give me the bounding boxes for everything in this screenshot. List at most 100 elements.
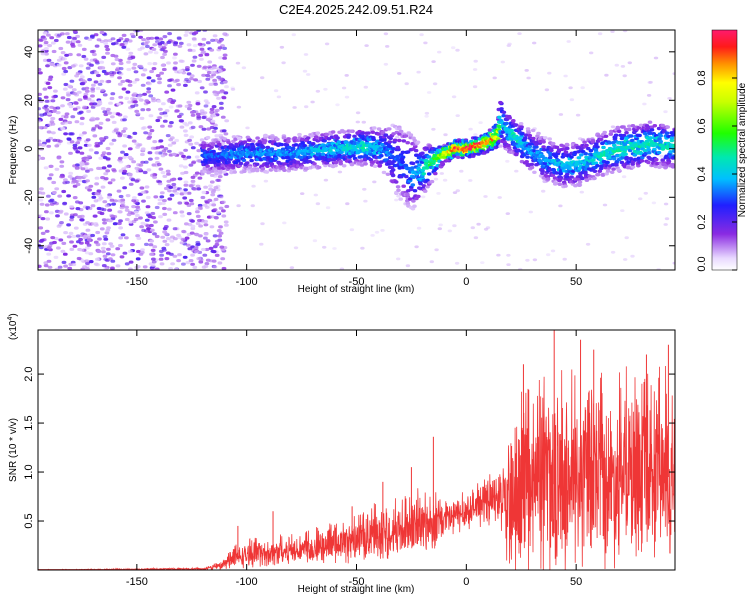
noise-cell	[66, 35, 72, 40]
noise-cell	[111, 138, 117, 142]
noise-cell	[144, 218, 150, 222]
noise-cell	[152, 62, 158, 66]
noise-cell	[77, 175, 83, 180]
ridge-cell	[531, 136, 536, 141]
noise-cell	[121, 167, 127, 171]
noise-cell	[195, 210, 200, 214]
noise-cell	[86, 109, 91, 113]
noise-cell	[105, 51, 110, 55]
noise-cell	[451, 95, 457, 99]
noise-cell	[196, 117, 202, 121]
noise-cell	[61, 241, 67, 245]
noise-cell	[127, 100, 132, 104]
noise-cell	[102, 221, 107, 225]
noise-cell	[116, 189, 122, 193]
ridge-cell	[636, 126, 642, 130]
noise-cell	[140, 108, 146, 112]
noise-cell	[68, 231, 74, 235]
noise-cell	[129, 32, 135, 36]
ridge-cell	[547, 137, 552, 141]
noise-cell	[183, 129, 188, 133]
noise-cell	[120, 233, 126, 237]
noise-cell	[147, 151, 153, 155]
noise-cell	[38, 198, 44, 202]
noise-cell	[195, 240, 201, 245]
ridge-cell	[524, 160, 529, 164]
noise-cell	[214, 108, 220, 112]
noise-cell	[221, 96, 227, 100]
noise-cell	[202, 65, 208, 69]
colorbar-tick-label: 0.4	[696, 166, 708, 181]
noise-cell	[150, 248, 156, 252]
noise-cell	[45, 138, 51, 142]
noise-cell	[131, 160, 137, 164]
noise-cell	[150, 146, 156, 150]
ridge-cell	[316, 165, 322, 170]
noise-cell	[325, 206, 331, 210]
ridge-cell	[598, 157, 603, 162]
noise-cell	[622, 30, 628, 33]
ridge-cell	[554, 145, 560, 149]
noise-cell	[213, 123, 219, 127]
ridge-cell	[607, 155, 612, 159]
noise-cell	[107, 181, 113, 185]
noise-cell	[171, 152, 177, 156]
noise-cell	[169, 121, 174, 125]
noise-cell	[161, 201, 166, 205]
noise-cell	[201, 247, 206, 252]
noise-cell	[183, 148, 189, 152]
ridge-cell	[595, 164, 600, 168]
noise-cell	[179, 152, 184, 156]
noise-cell	[224, 204, 230, 209]
noise-cell	[157, 77, 162, 81]
noise-cell	[273, 89, 279, 93]
snr-axes: -150 -100 -50 0 500.51.01.52.0	[23, 330, 675, 588]
ridge-cell	[261, 157, 267, 161]
noise-cell	[118, 67, 124, 71]
ridge-cell	[519, 125, 524, 129]
noise-cell	[71, 177, 77, 181]
noise-cell	[97, 126, 103, 130]
noise-cell	[211, 66, 217, 70]
noise-cell	[142, 126, 147, 130]
noise-cell	[48, 75, 54, 79]
ridge-cell	[315, 131, 321, 135]
noise-cell	[173, 61, 178, 65]
noise-cell	[63, 82, 69, 87]
ridge-cell	[212, 160, 217, 164]
spectrogram-y-tick-label: -20	[23, 189, 35, 205]
noise-cell	[281, 61, 286, 65]
ridge-cell	[410, 166, 415, 170]
noise-cell	[221, 129, 227, 133]
noise-cell	[48, 164, 54, 168]
noise-cell	[643, 191, 648, 195]
noise-cell	[416, 70, 421, 74]
ridge-cell	[507, 116, 512, 120]
noise-cell	[38, 246, 44, 250]
noise-cell	[217, 69, 223, 73]
noise-cell	[163, 225, 169, 229]
noise-cell	[201, 115, 207, 120]
noise-cell	[109, 96, 115, 101]
noise-cell	[100, 107, 106, 111]
noise-cell	[335, 103, 340, 107]
noise-cell	[132, 62, 138, 66]
noise-cell	[138, 252, 144, 256]
noise-cell	[526, 76, 531, 80]
noise-cell	[424, 111, 430, 115]
noise-cell	[71, 64, 76, 68]
noise-cell	[131, 205, 137, 209]
noise-cell	[304, 105, 309, 109]
noise-cell	[63, 115, 69, 119]
noise-cell	[171, 141, 177, 145]
ridge-cell	[649, 139, 654, 144]
noise-cell	[236, 204, 241, 208]
noise-cell	[138, 216, 143, 220]
noise-cell	[121, 45, 127, 49]
ridge-cell	[349, 162, 355, 167]
noise-cell	[93, 33, 99, 37]
noise-cell	[94, 151, 99, 155]
noise-cell	[524, 69, 529, 72]
noise-cell	[198, 224, 204, 228]
ridge-cell	[601, 145, 606, 150]
